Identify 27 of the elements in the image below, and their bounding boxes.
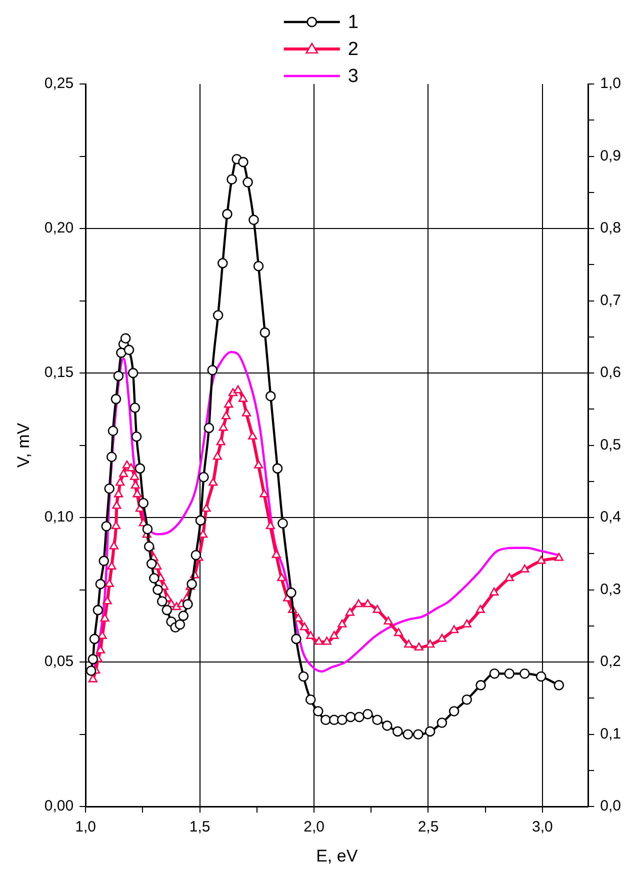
y2-tick-label: 0,9 bbox=[600, 147, 622, 164]
y-tick-label: 0,00 bbox=[44, 798, 74, 815]
x-axis-title: E, eV bbox=[316, 846, 358, 866]
y2-tick-label: 0,8 bbox=[600, 220, 622, 237]
x-tick-label: 3,0 bbox=[532, 818, 553, 836]
legend-label: 3 bbox=[348, 66, 358, 88]
y2-tick-label: 0,3 bbox=[600, 580, 622, 598]
y2-tick-label: 0,1 bbox=[600, 725, 622, 742]
y-tick-label: 0,15 bbox=[44, 364, 74, 382]
y-tick-label: 0,20 bbox=[44, 220, 74, 237]
y-tick-label: 0,10 bbox=[44, 508, 74, 526]
y2-tick-label: 0,0 bbox=[600, 798, 622, 815]
y2-tick-label: 0,5 bbox=[600, 436, 622, 454]
y-tick-label: 0,25 bbox=[44, 75, 74, 92]
y2-tick-label: 1,0 bbox=[600, 75, 622, 92]
y2-tick-label: 0,7 bbox=[600, 292, 622, 309]
legend-label: 2 bbox=[348, 39, 358, 60]
x-tick-label: 1,0 bbox=[75, 818, 96, 836]
y2-tick-label: 0,2 bbox=[600, 653, 622, 670]
y2-tick-label: 0,6 bbox=[600, 364, 622, 382]
x-tick-label: 2,5 bbox=[418, 818, 439, 836]
legend-label: 1 bbox=[348, 12, 358, 34]
y2-tick-label: 0,4 bbox=[600, 508, 622, 526]
x-tick-label: 2,0 bbox=[304, 818, 324, 836]
y-tick-label: 0,05 bbox=[44, 653, 74, 670]
y-axis-title: V, mV bbox=[14, 422, 33, 468]
x-tick-label: 1,5 bbox=[189, 818, 210, 836]
